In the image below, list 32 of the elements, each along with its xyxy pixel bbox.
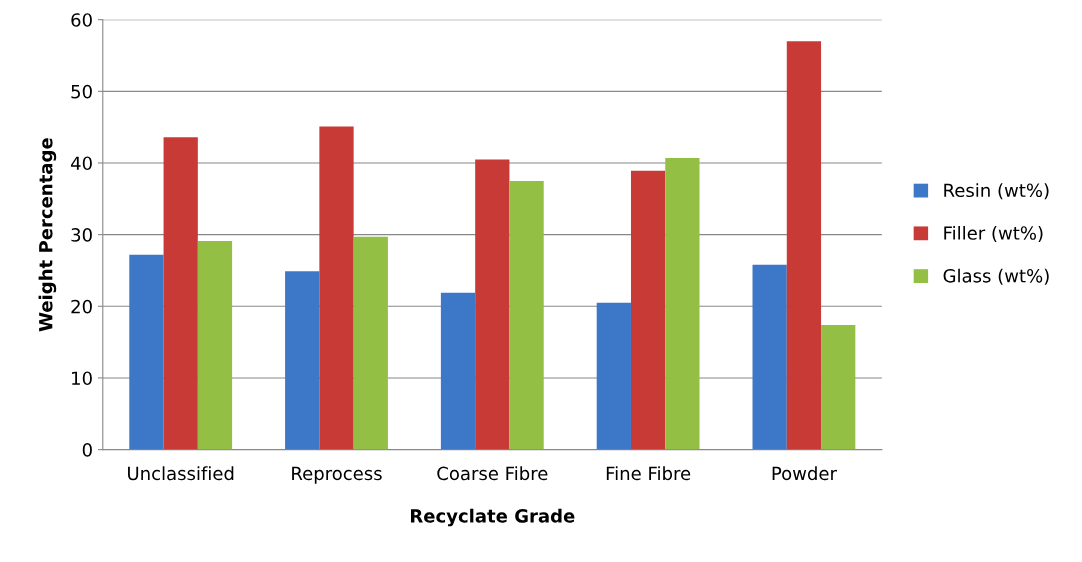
- y-tick-label: 20: [71, 299, 92, 314]
- x-tick-label: Powder: [772, 466, 837, 481]
- y-tick-label: 30: [71, 228, 92, 242]
- y-tick-label: 10: [72, 371, 92, 386]
- y-tick-label: 60: [71, 13, 92, 27]
- bar: [319, 126, 354, 450]
- bar: [665, 157, 700, 450]
- y-tick-label: 0: [82, 443, 92, 457]
- legend-label: Filler (wt%): [944, 225, 1043, 242]
- x-axis-title: Recyclate Grade: [411, 508, 575, 527]
- bar: [475, 159, 510, 450]
- bar: [197, 241, 233, 450]
- bar: [596, 302, 631, 450]
- bar: [440, 292, 476, 450]
- bar: [821, 324, 856, 450]
- bar: [752, 264, 787, 450]
- bar: [129, 254, 164, 450]
- y-axis-title: Weight Percentage: [38, 138, 57, 332]
- bar: [163, 137, 198, 450]
- y-tick-label: 50: [71, 84, 92, 99]
- y-tick-label: 40: [70, 156, 92, 171]
- x-tick-label: Coarse Fibre: [437, 466, 548, 481]
- x-tick-label: Reprocess: [292, 466, 382, 484]
- bar: [353, 236, 388, 450]
- bar: [509, 180, 544, 450]
- legend-label: Glass (wt%): [943, 268, 1049, 285]
- x-tick-label: Fine Fibre: [606, 466, 691, 481]
- bar: [786, 41, 822, 450]
- x-tick-label: Unclassified: [128, 466, 234, 481]
- legend-label: Resin (wt%): [944, 183, 1049, 200]
- bar: [630, 170, 666, 450]
- bar: [285, 271, 320, 450]
